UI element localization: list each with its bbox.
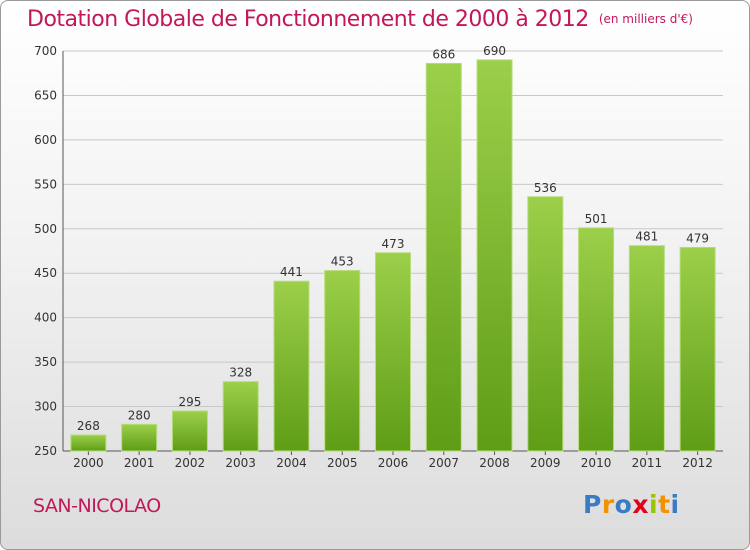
commune-name: SAN-NICOLAO [33, 495, 161, 517]
logo-letter: P [583, 490, 602, 519]
x-tick-label: 2007 [428, 456, 459, 470]
chart-unit: (en milliers d'€) [598, 12, 693, 26]
bar [425, 62, 462, 452]
data-label: 481 [635, 230, 658, 244]
data-label: 280 [128, 408, 151, 422]
logo-letter: t [658, 490, 671, 519]
data-label: 686 [432, 47, 455, 61]
y-tick-label: 500 [34, 222, 57, 236]
bar [476, 59, 513, 452]
y-tick-label: 400 [34, 311, 57, 325]
y-tick-label: 250 [34, 444, 57, 458]
data-label: 473 [382, 237, 405, 251]
data-label: 268 [77, 419, 100, 433]
bar [527, 196, 564, 452]
x-tick-label: 2004 [276, 456, 307, 470]
y-tick-label: 300 [34, 400, 57, 414]
bar [375, 252, 411, 452]
bar [578, 227, 615, 452]
x-tick-label: 2002 [175, 456, 206, 470]
data-label: 441 [280, 265, 303, 279]
y-tick-label: 650 [34, 88, 57, 102]
x-tick-label: 2010 [581, 456, 612, 470]
x-tick-label: 2006 [378, 456, 409, 470]
x-tick-label: 2012 [682, 456, 713, 470]
data-label: 479 [686, 231, 709, 245]
y-tick-label: 550 [34, 177, 57, 191]
bar [324, 270, 361, 452]
bars [70, 59, 716, 452]
bar [679, 246, 716, 452]
bar [121, 423, 158, 452]
bar [628, 245, 665, 452]
logo-letter: i [649, 490, 659, 519]
bar [171, 410, 208, 452]
y-tick-label: 700 [34, 44, 57, 58]
logo-letter: i [670, 490, 680, 519]
proxiti-logo: Proxiti [583, 490, 680, 519]
value-labels: 268 280 295 328 441 453 473 686 690 536 501 481 479 [77, 44, 709, 433]
data-label: 295 [178, 395, 201, 409]
x-tick-label: 2011 [632, 456, 663, 470]
logo-letter: x [632, 490, 649, 519]
x-tick-label: 2000 [73, 456, 104, 470]
data-label: 690 [483, 44, 506, 58]
x-tick-label: 2008 [479, 456, 510, 470]
bar [273, 280, 310, 452]
y-tick-label: 450 [34, 266, 57, 280]
logo-letter: o [614, 490, 633, 519]
data-label: 453 [331, 255, 354, 269]
data-label: 501 [585, 212, 608, 226]
x-tick-label: 2005 [327, 456, 358, 470]
data-label: 328 [229, 366, 252, 380]
bar [222, 381, 259, 452]
x-tick-labels: 2000 2001 2002 2003 2004 2005 2006 2007 2008 2009… [73, 456, 713, 470]
data-label: 536 [534, 181, 557, 195]
chart-title: Dotation Globale de Fonctionnement de 20… [27, 7, 693, 32]
chart-title-text: Dotation Globale de Fonctionnement de 20… [27, 7, 589, 32]
y-tick-label: 350 [34, 355, 57, 369]
x-tick-label: 2003 [225, 456, 256, 470]
logo-letter: r [601, 490, 615, 519]
y-tick-labels: 250 300 350 400 450 500 550 600 650 700 [34, 44, 57, 458]
x-tick-label: 2001 [124, 456, 155, 470]
x-tick-label: 2009 [530, 456, 561, 470]
y-tick-label: 600 [34, 133, 57, 147]
bar [70, 434, 107, 452]
